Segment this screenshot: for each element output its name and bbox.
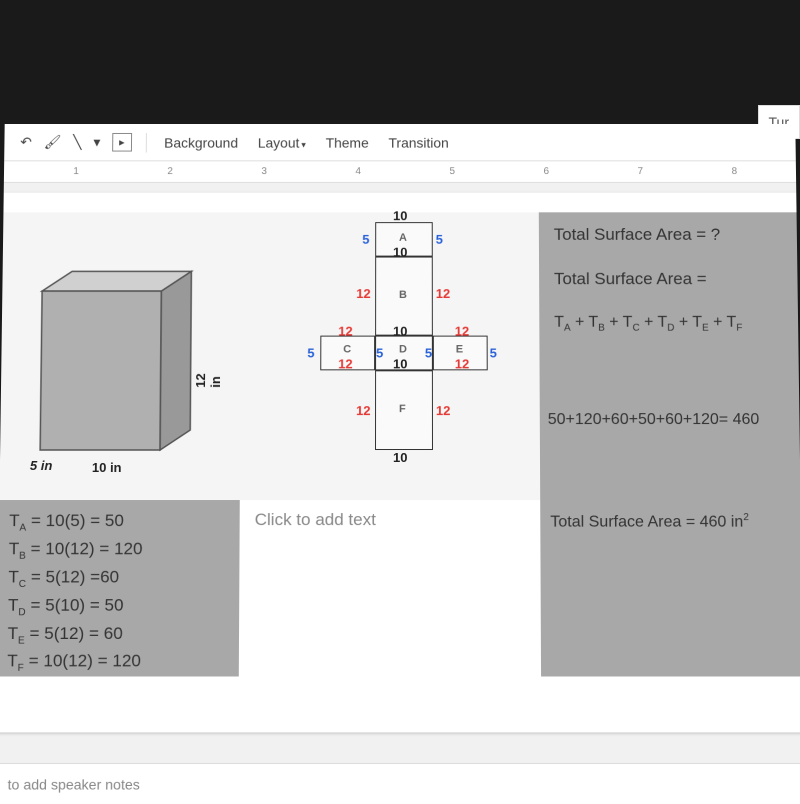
line-icon[interactable]: ╲ [73, 134, 82, 151]
tsa-line2: Total Surface Area = [554, 266, 707, 291]
ruler: 1 2 3 4 5 6 7 8 [4, 161, 796, 183]
prism-width-label: 10 in [92, 460, 122, 475]
prism-depth-label: 5 in [30, 458, 53, 473]
layout-button[interactable]: Layout▾ [258, 134, 306, 150]
tsa-formula: TA + TB + TC + TD + TE + TF [554, 311, 742, 336]
calc-lines: TA = 10(5) = 50 TB = 10(12) = 120 TC = 5… [7, 508, 143, 677]
undo-icon[interactable]: ↶ [20, 134, 32, 151]
dropdown-icon[interactable]: ▾ [93, 134, 100, 151]
theme-button[interactable]: Theme [326, 134, 369, 150]
prism-height-label: 12 in [193, 363, 223, 388]
paint-icon[interactable]: 🖌 [44, 134, 62, 151]
slide-canvas[interactable]: 5 in 10 in 12 in A 10 5 5 10 B 12 [0, 193, 800, 733]
transition-button[interactable]: Transition [389, 134, 449, 150]
tsa-result: Total Surface Area = 460 in2 [550, 510, 749, 534]
tsa-title: Total Surface Area = ? [554, 222, 721, 247]
prism-3d: 5 in 10 in 12 in [20, 262, 222, 485]
toolbar: ↶ 🖌 ╲ ▾ ▸ Background Layout▾ Theme Trans… [4, 124, 796, 161]
tsa-sum: 50+120+60+50+60+120= 460 [548, 408, 760, 432]
placeholder-text[interactable]: Click to add text [255, 510, 376, 530]
present-icon[interactable]: ▸ [112, 133, 131, 152]
speaker-notes[interactable]: to add speaker notes [0, 763, 800, 804]
right-panel [539, 212, 800, 500]
background-button[interactable]: Background [164, 134, 238, 150]
